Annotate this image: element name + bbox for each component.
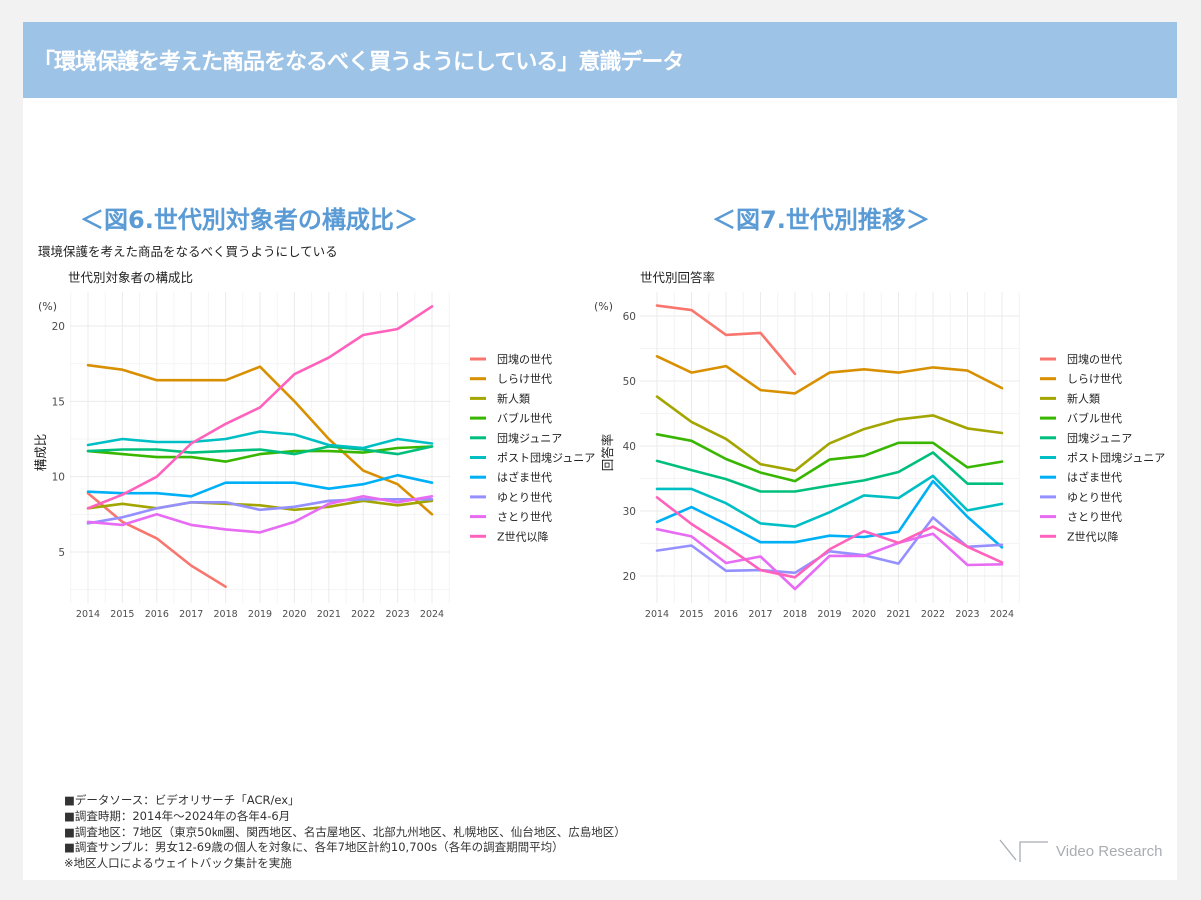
x-tick-label: 2018	[783, 609, 807, 620]
figure6-question: 環境保護を考えた商品をなるべく買うようにしている	[38, 244, 338, 259]
legend-label: はざま世代	[1067, 470, 1122, 484]
chart-title: 世代別対象者の構成比	[68, 270, 193, 285]
series-line-response-rate	[655, 479, 1004, 549]
x-tick-label: 2022	[921, 609, 945, 620]
x-tick-label: 2024	[990, 609, 1014, 620]
series-line-response-rate	[655, 527, 1004, 591]
x-tick-label: 2016	[145, 609, 169, 620]
figure7-title: ＜図7.世代別推移＞	[712, 206, 930, 234]
y-tick-label: 5	[58, 547, 65, 559]
y-unit-label: (%)	[38, 300, 57, 313]
y-tick-label: 30	[623, 506, 636, 518]
legend-label: 団塊の世代	[497, 353, 552, 366]
x-tick-label: 2015	[679, 609, 703, 620]
legend-label: さとり世代	[1067, 511, 1122, 524]
video-research-logo: Video Research	[998, 838, 1162, 864]
x-tick-label: 2021	[317, 609, 341, 620]
series-line-response-rate	[655, 516, 1004, 575]
y-axis-label: 回答率	[600, 434, 615, 472]
legend-label: 団塊ジュニア	[1067, 432, 1132, 445]
legend-label: ゆとり世代	[1067, 491, 1122, 504]
chart-title: 世代別回答率	[640, 270, 715, 285]
legend-label: 新人類	[497, 391, 530, 405]
series-line-composition	[86, 430, 434, 450]
x-tick-label: 2014	[645, 609, 669, 620]
series-line-response-rate	[655, 474, 1004, 528]
series-line-composition	[86, 305, 434, 510]
legend-label: バブル世代	[497, 411, 552, 425]
x-tick-label: 2014	[76, 609, 100, 620]
figure6-title: ＜図6.世代別対象者の構成比＞	[80, 206, 418, 234]
legend-label: 団塊の世代	[1067, 353, 1122, 366]
header-bar: 「環境保護を考えた商品をなるべく買うようにしている」意識データ	[23, 22, 1177, 98]
note-period: ■調査時期：2014年～2024年の各年4-6月	[64, 808, 291, 823]
y-tick-label: 20	[52, 321, 65, 333]
y-axis-label: 構成比	[33, 434, 48, 472]
series-line-response-rate	[655, 395, 1004, 473]
legend-label: しらけ世代	[497, 373, 552, 386]
series-line-composition	[86, 473, 434, 498]
note-source: ■データソース：ビデオリサーチ「ACR/ex」	[64, 793, 300, 807]
series-line-composition	[86, 494, 434, 534]
logo-mark-icon	[999, 839, 1048, 862]
x-tick-label: 2016	[714, 609, 738, 620]
y-tick-label: 50	[623, 376, 636, 388]
x-tick-label: 2020	[852, 609, 876, 620]
legend-label: バブル世代	[1067, 411, 1122, 425]
series-line-composition	[86, 499, 434, 512]
y-tick-label: 20	[623, 571, 636, 583]
note-area: ■調査地区：7地区（東京50㎞圏、関西地区、名古屋地区、北部九州地区、札幌地区、…	[64, 824, 626, 839]
x-tick-label: 2021	[886, 609, 910, 620]
note-weight: ※地区人口によるウェイトバック集計を実施	[64, 856, 292, 871]
page-title: 「環境保護を考えた商品をなるべく買うようにしている」意識データ	[33, 50, 684, 75]
series-line-response-rate	[655, 432, 1004, 483]
legend-label: ポスト団塊ジュニア	[1067, 452, 1165, 465]
footnotes: ■データソース：ビデオリサーチ「ACR/ex」 ■調査時期：2014年～2024…	[64, 793, 626, 872]
x-tick-label: 2024	[420, 609, 444, 620]
series-line-response-rate	[655, 451, 1004, 493]
x-tick-label: 2022	[351, 609, 375, 620]
series-line-response-rate	[655, 304, 797, 376]
legend-label: 新人類	[1067, 391, 1100, 405]
note-sample: ■調査サンプル：男女12-69歳の個人を対象に、各年7地区計約10,700s（各…	[64, 840, 564, 855]
x-tick-label: 2017	[748, 609, 772, 620]
legend-label: 団塊ジュニア	[497, 432, 562, 445]
series-line-composition	[86, 445, 434, 456]
legend-label: ポスト団塊ジュニア	[497, 452, 595, 465]
x-tick-label: 2020	[282, 609, 306, 620]
y-tick-label: 40	[623, 441, 636, 453]
legend-label: さとり世代	[497, 511, 552, 524]
y-unit-label: (%)	[594, 300, 613, 313]
x-tick-label: 2019	[248, 609, 272, 620]
y-tick-label: 15	[52, 396, 65, 408]
x-tick-label: 2017	[179, 609, 203, 620]
legend-label: ゆとり世代	[497, 491, 552, 504]
x-tick-label: 2019	[817, 609, 841, 620]
series-line-response-rate	[655, 354, 1004, 395]
y-tick-label: 60	[623, 311, 636, 323]
legend-label: Z世代以降	[1067, 529, 1119, 543]
legend-label: はざま世代	[497, 470, 552, 484]
x-tick-label: 2023	[955, 609, 979, 620]
legend-label: しらけ世代	[1067, 373, 1122, 386]
legend-label: Z世代以降	[497, 529, 549, 543]
y-tick-label: 10	[52, 472, 65, 484]
x-tick-label: 2015	[110, 609, 134, 620]
series-line-composition	[86, 363, 434, 516]
series-line-composition	[86, 491, 227, 589]
logo-text: Video Research	[1056, 842, 1163, 860]
series-line-response-rate	[655, 496, 1004, 579]
x-tick-label: 2023	[386, 609, 410, 620]
x-tick-label: 2018	[214, 609, 238, 620]
